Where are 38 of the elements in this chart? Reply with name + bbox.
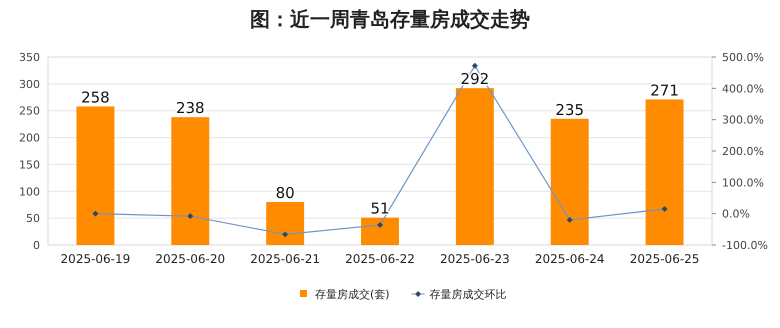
bar: [646, 99, 684, 245]
y-tick-label: 0: [33, 239, 40, 252]
y2-tick-label: 500.0%: [722, 51, 764, 64]
bar: [266, 202, 304, 245]
bar: [76, 106, 114, 245]
x-tick-label: 2025-06-22: [345, 252, 415, 266]
x-tick-label: 2025-06-19: [60, 252, 130, 266]
data-label: 235: [555, 100, 584, 119]
y2-tick-label: 300.0%: [722, 114, 764, 127]
bar: [550, 118, 589, 245]
data-label: 271: [650, 81, 679, 100]
y2-tick-label: 100.0%: [722, 176, 764, 190]
y2-tick-label: 400.0%: [722, 82, 764, 96]
data-label: 51: [370, 200, 390, 218]
y-tick-label: 350: [19, 51, 40, 64]
legend-label: 存量房成交(套): [315, 288, 390, 301]
y-tick-label: 100: [19, 185, 40, 198]
y2-tick-label: -100.0%: [722, 239, 768, 252]
y-tick-label: 250: [19, 104, 40, 118]
x-tick-label: 2025-06-24: [534, 252, 605, 266]
x-tick-label: 2025-06-23: [440, 252, 510, 266]
y-tick-label: 50: [26, 212, 40, 226]
bar: [361, 218, 399, 245]
x-tick-label: 2025-06-21: [250, 252, 320, 266]
y2-tick-label: 200.0%: [722, 145, 764, 158]
data-label: 80: [276, 184, 295, 202]
data-label: 238: [176, 99, 205, 118]
bar: [171, 117, 210, 245]
x-tick-label: 2025-06-20: [155, 252, 226, 266]
data-label: 258: [81, 88, 110, 106]
y-tick-label: 200: [19, 132, 40, 145]
y-tick-label: 150: [19, 158, 40, 172]
x-tick-label: 2025-06-25: [630, 252, 700, 266]
y-tick-label: 300: [19, 78, 40, 91]
chart-title: 图：近一周青岛存量房成交走势: [250, 7, 530, 31]
bar: [456, 88, 494, 245]
y2-tick-label: 0.0%: [722, 208, 750, 221]
legend-label: 存量房成交环比: [430, 288, 507, 301]
